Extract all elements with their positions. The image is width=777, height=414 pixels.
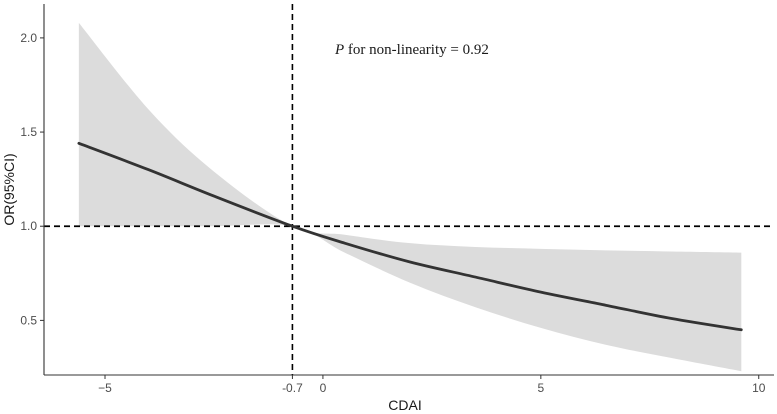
annotation-text: for non-linearity = 0.92 (344, 42, 489, 58)
or-curve (77, 141, 743, 332)
x-tick-label: 0 (320, 381, 327, 395)
reference-lines-layer (44, 4, 774, 375)
or-curve-layer (77, 141, 743, 332)
annotation-p-italic: P (334, 42, 344, 58)
y-tick-label: 0.5 (20, 313, 37, 327)
axes-layer: 0.5 1.0 1.5 2.0 −5 -0.7 0 5 10 (20, 4, 774, 395)
y-tick-label: 1.0 (20, 219, 37, 233)
x-tick-label: 10 (752, 381, 766, 395)
x-tick-label: 5 (537, 381, 544, 395)
y-tick-label: 1.5 (20, 125, 37, 139)
y-axis-title: OR(95%CI) (1, 153, 17, 225)
y-tick-label: 2.0 (20, 31, 37, 45)
x-tick-label: -0.7 (282, 381, 303, 395)
x-axis-title: CDAI (388, 397, 421, 413)
nonlinearity-annotation: P for non-linearity = 0.92 (334, 42, 489, 58)
x-tick-label: −5 (98, 381, 112, 395)
confidence-band-layer (78, 22, 742, 372)
confidence-band (78, 22, 742, 372)
